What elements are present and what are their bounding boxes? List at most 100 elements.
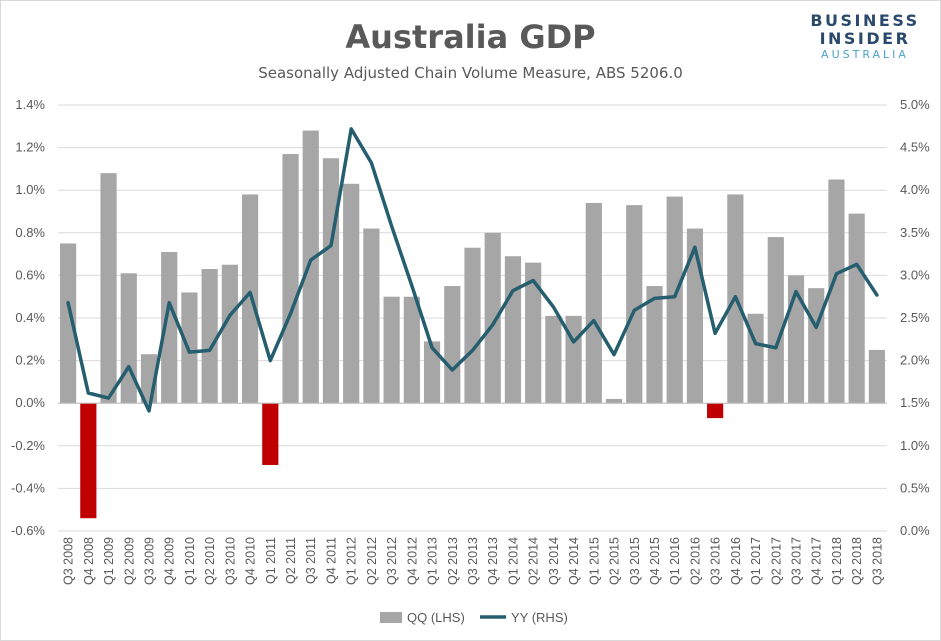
bar-qq (322, 158, 340, 404)
x-tick-label: Q2 2017 (769, 537, 783, 585)
y-left-tick-label: 1.2% (15, 140, 45, 155)
bar-qq (646, 286, 663, 404)
x-tick-label: Q1 2016 (668, 537, 682, 585)
brand-line-3: AUSTRALIA (821, 48, 909, 61)
y-left-tick-label: -0.2% (11, 438, 45, 453)
x-tick-label: Q3 2014 (547, 537, 561, 585)
x-tick-label: Q4 2016 (729, 537, 743, 585)
y-left-tick-label: 1.0% (15, 182, 45, 197)
x-tick-label: Q2 2016 (688, 537, 702, 585)
y-left-tick-label: -0.4% (11, 480, 45, 495)
bar-qq (221, 264, 238, 404)
x-tick-label: Q3 2017 (790, 537, 804, 585)
bar-qq (423, 341, 441, 404)
x-tick-label: Q4 2014 (567, 537, 581, 585)
bar-qq (828, 179, 845, 404)
bar-qq (120, 273, 137, 404)
x-tick-label: Q1 2009 (102, 537, 116, 585)
brand-logo: BUSINESS INSIDER AUSTRALIA (805, 12, 925, 62)
x-tick-label: Q2 2012 (365, 537, 379, 585)
bar-qq (868, 349, 885, 404)
bar-qq (201, 269, 218, 404)
bar-qq (444, 286, 461, 404)
bar-qq (60, 243, 77, 404)
x-tick-label: Q3 2018 (870, 537, 884, 585)
legend-swatch-bar (380, 612, 402, 623)
brand-line-2: INSIDER (819, 29, 911, 48)
x-tick-label: Q1 2012 (345, 537, 359, 585)
bar-qq (545, 315, 562, 404)
y-right-tick-label: 0.0% (900, 523, 930, 538)
bar-qq (343, 183, 360, 404)
x-tick-label: Q3 2009 (142, 537, 156, 585)
y-left-tick-label: 0.8% (15, 225, 45, 240)
bar-qq (161, 251, 178, 404)
legend-label-qq: QQ (LHS) (407, 610, 465, 625)
x-tick-label: Q2 2010 (203, 537, 217, 585)
legend-label-yy: YY (RHS) (511, 610, 568, 625)
x-tick-label: Q1 2013 (426, 537, 440, 585)
y-left-tick-label: 0.6% (15, 267, 45, 282)
chart-title: Australia GDP (345, 18, 596, 56)
bar-qq (605, 398, 623, 404)
y-right-tick-label: 1.0% (900, 438, 930, 453)
bar-qq (100, 173, 117, 404)
chart-subtitle: Seasonally Adjusted Chain Volume Measure… (258, 64, 683, 82)
bar-qq (707, 403, 724, 419)
y-right-tick-label: 3.5% (900, 225, 930, 240)
y-right-tick-label: 2.0% (900, 353, 930, 368)
x-tick-label: Q1 2014 (506, 537, 520, 585)
x-tick-label: Q4 2015 (648, 537, 662, 585)
x-tick-label: Q4 2009 (163, 537, 177, 585)
bar-qq (403, 296, 420, 404)
x-tick-label: Q2 2015 (608, 537, 622, 585)
x-tick-label: Q1 2015 (587, 537, 601, 585)
bar-qq (484, 232, 501, 404)
x-tick-label: Q2 2011 (284, 537, 298, 584)
y-right-tick-label: 0.5% (900, 480, 930, 495)
x-tick-label: Q3 2013 (466, 537, 480, 585)
bar-qq (241, 194, 259, 404)
brand-line-1: BUSINESS (810, 11, 920, 30)
x-tick-label: Q1 2017 (749, 537, 763, 585)
bar-qq (302, 130, 319, 404)
line-yy (66, 127, 879, 413)
y-right-tick-label: 5.0% (900, 97, 930, 112)
y-left-tick-label: -0.6% (11, 523, 45, 538)
bar-qq (626, 205, 643, 404)
x-tick-label: Q2 2013 (446, 537, 460, 585)
bar-qq (282, 153, 299, 404)
y-left-tick-label: 0.0% (15, 395, 45, 410)
x-tick-label: Q3 2012 (385, 537, 399, 585)
y-right-tick-label: 4.0% (900, 182, 930, 197)
x-tick-label: Q3 2011 (304, 537, 318, 584)
x-tick-label: Q4 2011 (324, 537, 338, 584)
x-tick-label: Q3 2015 (628, 537, 642, 585)
bar-qq (585, 202, 602, 404)
x-tick-label: Q1 2018 (830, 537, 844, 585)
bar-qq (848, 213, 865, 404)
y-left-tick-label: 0.2% (15, 353, 45, 368)
x-tick-label: Q4 2012 (405, 537, 419, 585)
bar-qq (808, 288, 825, 404)
bar-qq (504, 256, 522, 404)
x-tick-label: Q3 2008 (62, 537, 76, 585)
x-tick-label: Q3 2016 (709, 537, 723, 585)
y-right-tick-label: 2.5% (900, 310, 930, 325)
bar-qq (363, 228, 380, 404)
x-tick-label: Q2 2018 (850, 537, 864, 585)
bar-qq (262, 403, 279, 465)
x-tick-label: Q4 2017 (810, 537, 824, 585)
x-tick-label: Q4 2010 (244, 537, 258, 585)
x-tick-label: Q4 2008 (82, 537, 96, 585)
x-tick-label: Q3 2010 (223, 537, 237, 585)
y-right-tick-label: 4.5% (900, 140, 930, 155)
bar-qq (767, 237, 784, 404)
y-left-tick-label: 1.4% (15, 97, 45, 112)
bar-qq (666, 196, 683, 404)
y-right-tick-label: 3.0% (900, 267, 930, 282)
bar-qq (525, 262, 542, 404)
x-tick-label: Q4 2013 (486, 537, 500, 585)
x-tick-label: Q2 2014 (527, 537, 541, 585)
